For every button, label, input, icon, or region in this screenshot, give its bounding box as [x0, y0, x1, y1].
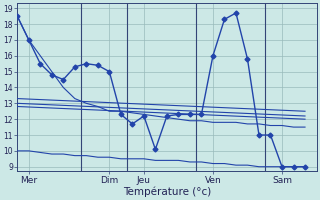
X-axis label: Température (°c): Température (°c) [123, 186, 211, 197]
